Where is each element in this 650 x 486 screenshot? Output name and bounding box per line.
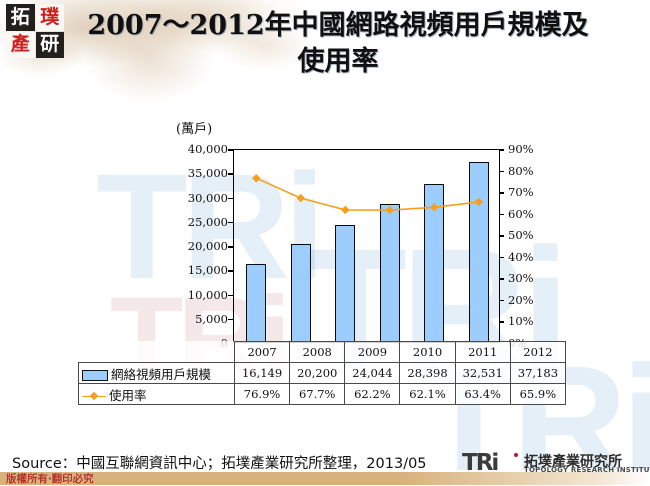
tri-brand-cn: 拓墣產業研究所 xyxy=(524,454,622,470)
table-column-header: 2011 xyxy=(454,341,511,363)
y-axis-tick-label: 5,000 xyxy=(195,311,228,326)
table-column-header: 2007 xyxy=(233,341,291,363)
data-table: 2007 2008 2009 2010 2011 2012 網絡視頻用戶規模 16,149 20… xyxy=(78,341,567,405)
y2-axis-tick-label: 70% xyxy=(508,185,534,200)
y-axis-tick-mark xyxy=(228,221,233,224)
logo-char-tuo: 拓 xyxy=(6,4,35,31)
y2-axis-tick-label: 80% xyxy=(508,163,534,178)
line-marker xyxy=(341,205,350,215)
y2-axis-tick-label: 20% xyxy=(508,292,534,307)
line-series xyxy=(252,173,483,215)
tri-brand-en: TOPOLOGY RESEARCH INSTITUTE xyxy=(524,466,650,474)
y-axis-tick-mark xyxy=(228,294,233,296)
y-axis-tick-mark xyxy=(228,270,233,272)
y2-axis-tick-mark xyxy=(499,213,504,216)
table-column-header: 2012 xyxy=(509,341,567,363)
table-cell: 37,183 xyxy=(509,362,567,384)
line-path xyxy=(255,177,479,211)
y2-axis-tick-mark xyxy=(499,170,504,173)
y2-axis-tick-mark xyxy=(499,278,504,280)
legend-series-name: 網絡視頻用戶規模 xyxy=(111,366,212,382)
y2-axis-tick-mark xyxy=(499,299,504,302)
y-axis-tick-label: 25,000 xyxy=(187,214,228,229)
y-axis-tick-mark xyxy=(228,197,233,199)
table-cell: 62.1% xyxy=(399,383,456,405)
y2-axis-tick-mark xyxy=(499,235,504,237)
table-column-header: 2009 xyxy=(344,341,401,363)
tri-footer-logo: TRi 拓墣產業研究所 TOPOLOGY RESEARCH INSTITUTE xyxy=(462,450,650,478)
plot-area xyxy=(233,149,500,343)
legend-bar-row-label: 網絡視頻用戶規模 xyxy=(78,362,235,384)
y-axis-tick-label: 35,000 xyxy=(187,166,228,181)
chart-container: (萬戶) 05,00010,00015,00020,00025,00030,00… xyxy=(166,118,566,350)
y-axis-tick-label: 10,000 xyxy=(187,287,228,302)
y2-axis-tick-mark xyxy=(499,149,504,151)
tri-corner-logo: 拓 璞 產 研 xyxy=(6,4,64,58)
table-cell: 32,531 xyxy=(454,362,511,384)
table-cell: 76.9% xyxy=(233,383,291,405)
line-marker xyxy=(474,197,483,207)
y-axis-tick-label: 30,000 xyxy=(187,190,228,205)
legend-bar-swatch-icon xyxy=(82,369,108,381)
legend-line-marker-icon xyxy=(82,391,106,401)
source-note: Source：中國互聯網資訊中心；拓墣產業研究所整理，2013/05 xyxy=(12,456,427,472)
logo-char-chan: 產 xyxy=(6,31,35,58)
y-axis-tick-mark xyxy=(228,149,233,151)
y2-axis-tick-label: 90% xyxy=(508,142,534,156)
title-line-2: 使用率 xyxy=(297,45,379,77)
line-marker xyxy=(296,193,305,203)
y-axis-tick-label: 20,000 xyxy=(187,239,228,253)
legend-series-name: 使用率 xyxy=(109,387,147,403)
table-column-header: 2010 xyxy=(399,341,456,363)
table-cell: 20,200 xyxy=(289,362,346,384)
table-cell: 28,398 xyxy=(399,362,456,384)
table-cell: 65.9% xyxy=(509,383,567,405)
logo-char-pu: 璞 xyxy=(35,4,64,31)
y2-axis-tick-label: 50% xyxy=(508,228,534,243)
tri-mark-text: TRi xyxy=(462,450,499,476)
table-row: 網絡視頻用戶規模 16,149 20,200 24,044 28,398 32,531 37… xyxy=(78,362,567,384)
y2-axis-tick-mark xyxy=(499,256,504,259)
y2-axis-tick-mark xyxy=(499,321,504,323)
y-axis-tick-label: 15,000 xyxy=(187,263,228,278)
footer-bar: 版權所有‧翻印必究 xyxy=(0,472,650,485)
logo-char-yan: 研 xyxy=(35,31,64,58)
title-line-1: 2007～2012年中國網路視頻用戶規模及 xyxy=(87,10,589,41)
table-cell: 67.7% xyxy=(289,383,346,405)
y-axis-tick-mark xyxy=(228,246,233,248)
table-cell: 24,044 xyxy=(344,362,401,384)
table-cell: 62.2% xyxy=(344,383,401,405)
page-title: 2007～2012年中國網路視頻用戶規模及 使用率 xyxy=(78,8,598,79)
y-axis-tick-mark xyxy=(228,173,233,175)
y2-axis-tick-label: 60% xyxy=(508,206,534,221)
line-marker xyxy=(430,203,439,212)
y-axis-tick-mark xyxy=(228,318,233,321)
table-corner-cell xyxy=(78,341,235,363)
table-header-row: 2007 2008 2009 2010 2011 2012 xyxy=(78,341,567,363)
line-marker xyxy=(385,205,394,215)
y2-axis-tick-mark xyxy=(499,192,504,194)
table-cell: 16,149 xyxy=(233,362,291,384)
y-axis-unit-label: (萬戶) xyxy=(176,122,213,137)
table-column-header: 2008 xyxy=(289,341,346,363)
legend-line-row-label: 使用率 xyxy=(78,383,235,405)
y2-axis-tick-label: 10% xyxy=(508,314,534,329)
table-cell: 63.4% xyxy=(454,383,511,405)
y2-axis-tick-label: 40% xyxy=(508,249,534,264)
table-row: 使用率 76.9% 67.7% 62.2% 62.1% 63.4% 65.9% xyxy=(78,383,567,405)
tri-dot-icon xyxy=(514,453,518,457)
line-marker xyxy=(252,173,261,183)
y-axis-tick-label: 40,000 xyxy=(187,142,228,156)
copyright-text: 版權所有‧翻印必究 xyxy=(6,473,94,485)
y2-axis-tick-label: 30% xyxy=(508,271,534,286)
